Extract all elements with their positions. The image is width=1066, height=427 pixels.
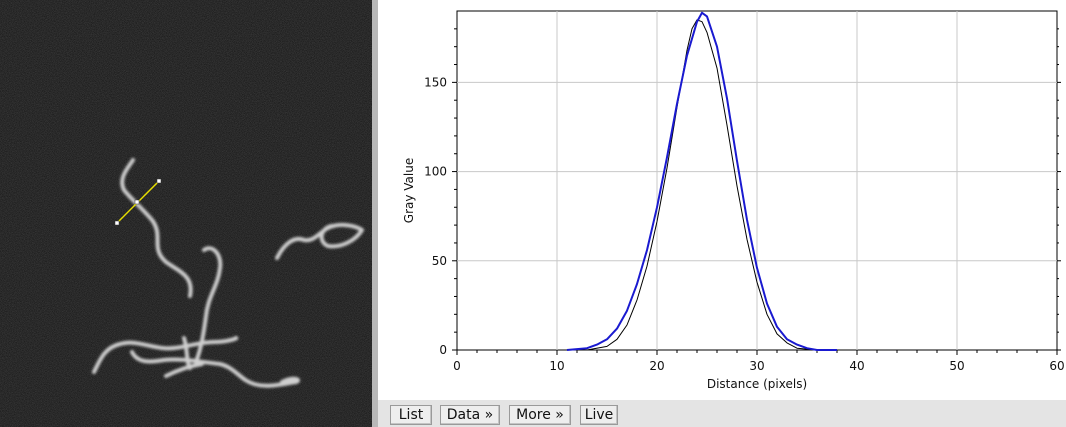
- plot-toolbar: List Data » More » Live: [378, 400, 1066, 427]
- series-lines: [566, 11, 837, 351]
- filament-7: [182, 336, 192, 370]
- y-tick-label: 50: [432, 254, 447, 268]
- data-button[interactable]: Data »: [440, 405, 500, 425]
- x-tick-label: 0: [453, 359, 461, 373]
- x-tick-label: 30: [749, 359, 764, 373]
- axis-ticks: [452, 28, 1061, 355]
- y-axis-label: Gray Value: [402, 158, 416, 223]
- roi-handle-end[interactable]: [156, 178, 162, 184]
- filament-4: [92, 336, 239, 374]
- panel-divider[interactable]: [372, 0, 378, 427]
- x-tick-label: 60: [1049, 359, 1064, 373]
- x-axis-label: Distance (pixels): [707, 377, 807, 391]
- profile-plot-panel: 0 10 20 30 40 50 60 0 50 100 150 Distance (pixels)…: [378, 0, 1066, 400]
- roi-handle-start[interactable]: [114, 220, 120, 226]
- x-tick-label: 20: [649, 359, 664, 373]
- x-tick-label: 50: [949, 359, 964, 373]
- roi-handle-center[interactable]: [134, 199, 140, 205]
- filament-3: [194, 246, 223, 364]
- filament-1: [120, 158, 193, 298]
- list-button[interactable]: List: [390, 405, 432, 425]
- filaments: [92, 158, 364, 388]
- tick-labels: 0 10 20 30 40 50 60 0 50 100 150: [424, 75, 1065, 373]
- more-button[interactable]: More »: [509, 405, 571, 425]
- image-canvas[interactable]: [0, 0, 372, 427]
- grid-lines: [457, 11, 1057, 350]
- profile-plot: 0 10 20 30 40 50 60 0 50 100 150 Distance (pixels)…: [402, 10, 1065, 391]
- line-roi[interactable]: [114, 178, 162, 226]
- filament-2: [275, 222, 364, 260]
- image-noise: [0, 0, 372, 427]
- y-tick-label: 0: [439, 343, 447, 357]
- y-tick-label: 150: [424, 75, 447, 89]
- live-button[interactable]: Live: [580, 405, 618, 425]
- filament-6: [164, 362, 204, 378]
- filament-5: [130, 350, 301, 388]
- y-tick-label: 100: [424, 165, 447, 179]
- series-line-1: [567, 19, 837, 351]
- x-tick-label: 40: [849, 359, 864, 373]
- series-line-2: [566, 11, 837, 351]
- micrograph-image: [0, 0, 372, 427]
- x-tick-label: 10: [549, 359, 564, 373]
